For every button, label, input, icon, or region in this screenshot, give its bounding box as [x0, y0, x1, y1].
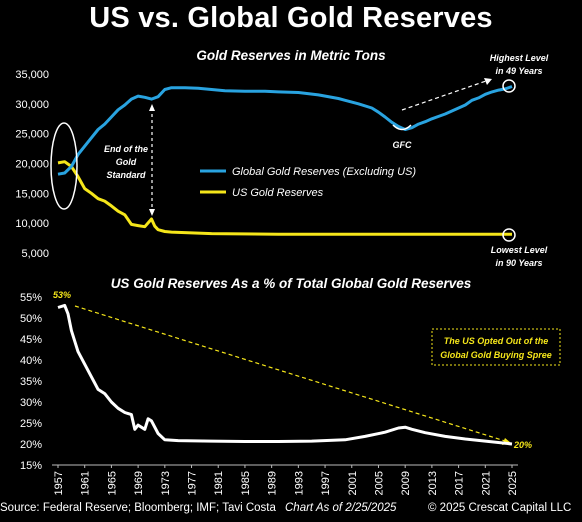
lowest-level-label-1: Lowest Level [491, 245, 548, 255]
bottom-x-tick-label: 2017 [454, 471, 466, 495]
chart-date-note: Chart As of 2/25/2025 [285, 502, 397, 514]
bottom-x-tick-label: 2005 [373, 471, 385, 495]
bottom-x-tick-label: 1969 [133, 471, 145, 495]
start-highlight-ellipse [50, 122, 78, 210]
gfc-label: GFC [393, 140, 412, 150]
bottom-x-tick-label: 1957 [53, 471, 65, 495]
end-gold-standard-label-3: Standard [106, 170, 146, 180]
marker-arrow-down [149, 209, 155, 216]
end-gold-standard-label-1: End of the [104, 144, 148, 154]
bottom-x-tick-label: 1981 [213, 471, 225, 495]
copyright-note: © 2025 Crescat Capital LLC [428, 502, 572, 514]
bottom-y-tick-label: 30% [20, 397, 42, 409]
decline-trend-arrow [74, 305, 506, 442]
top-y-tick-label: 25,000 [15, 129, 49, 141]
bottom-x-tick-label: 1973 [160, 471, 172, 495]
end-share-label: 20% [513, 440, 532, 450]
marker-arrow-up [149, 104, 155, 111]
top-y-tick-label: 20,000 [15, 159, 49, 171]
bottom-x-tick-label: 2025 [507, 471, 519, 495]
bottom-x-tick-label: 2001 [347, 471, 359, 495]
callout-line-2: Global Gold Buying Spree [440, 350, 552, 360]
rise-trend-arrow [401, 80, 487, 111]
bottom-x-tick-label: 2013 [427, 471, 439, 495]
bottom-y-tick-label: 25% [20, 418, 42, 430]
us-share-line [57, 303, 513, 446]
bottom-x-tick-label: 2021 [480, 471, 492, 495]
lowest-level-circle [502, 228, 516, 242]
bottom-y-tick-label: 20% [20, 439, 42, 451]
bottom-x-tick-label: 1961 [80, 471, 92, 495]
bottom-y-tick-label: 15% [20, 460, 42, 472]
end-gold-standard-label-2: Gold [116, 157, 137, 167]
legend-global-label: Global Gold Reserves (Excluding US) [232, 166, 416, 178]
top-y-tick-label: 15,000 [15, 188, 49, 200]
bottom-x-tick-label: 1977 [187, 471, 199, 495]
bottom-x-tick-label: 2009 [400, 471, 412, 495]
bottom-y-tick-label: 55% [20, 292, 42, 304]
top-y-tick-label: 35,000 [15, 69, 49, 81]
bottom-x-tick-label: 1965 [106, 471, 118, 495]
source-note: Source: Federal Reserve; Bloomberg; IMF;… [0, 502, 276, 514]
us-gold-reserves-line [57, 160, 512, 236]
bottom-x-tick-label: 1993 [293, 471, 305, 495]
main-title: US vs. Global Gold Reserves [89, 2, 493, 34]
top-chart-title: Gold Reserves in Metric Tons [196, 48, 386, 63]
top-y-tick-label: 30,000 [15, 99, 49, 111]
top-y-tick-label: 10,000 [15, 218, 49, 230]
global-gold-reserves-line [57, 85, 513, 176]
callout-line-1: The US Opted Out of the [444, 336, 549, 346]
bottom-y-tick-label: 45% [20, 334, 42, 346]
bottom-y-tick-label: 35% [20, 376, 42, 388]
legend-us-label: US Gold Reserves [232, 187, 324, 199]
bottom-chart-title: US Gold Reserves As a % of Total Global … [111, 276, 472, 291]
bottom-y-tick-label: 40% [20, 355, 42, 367]
highest-level-label-2: in 49 Years [495, 66, 542, 76]
top-y-tick-label: 5,000 [21, 248, 49, 260]
bottom-x-tick-label: 1997 [320, 471, 332, 495]
bottom-y-tick-label: 50% [20, 313, 42, 325]
bottom-x-axis: 1957 1961 1965 1969 1973 1977 1981 1985 1989 1993… [53, 465, 519, 495]
bottom-x-tick-label: 1989 [267, 471, 279, 495]
lowest-level-label-2: in 90 Years [495, 258, 542, 268]
rise-trend-arrowhead [484, 78, 492, 85]
start-share-label: 53% [53, 290, 71, 300]
bottom-y-axis: 55% 50% 45% 40% 35% 30% 25% 20% 15% [20, 292, 42, 472]
gfc-bracket [392, 124, 412, 131]
top-y-axis: 35,000 30,000 25,000 20,000 15,000 10,000 5,00… [15, 69, 49, 260]
callout-box [431, 328, 561, 366]
bottom-x-tick-label: 1985 [240, 471, 252, 495]
highest-level-label-1: Highest Level [490, 53, 549, 63]
highest-level-circle [502, 79, 516, 93]
